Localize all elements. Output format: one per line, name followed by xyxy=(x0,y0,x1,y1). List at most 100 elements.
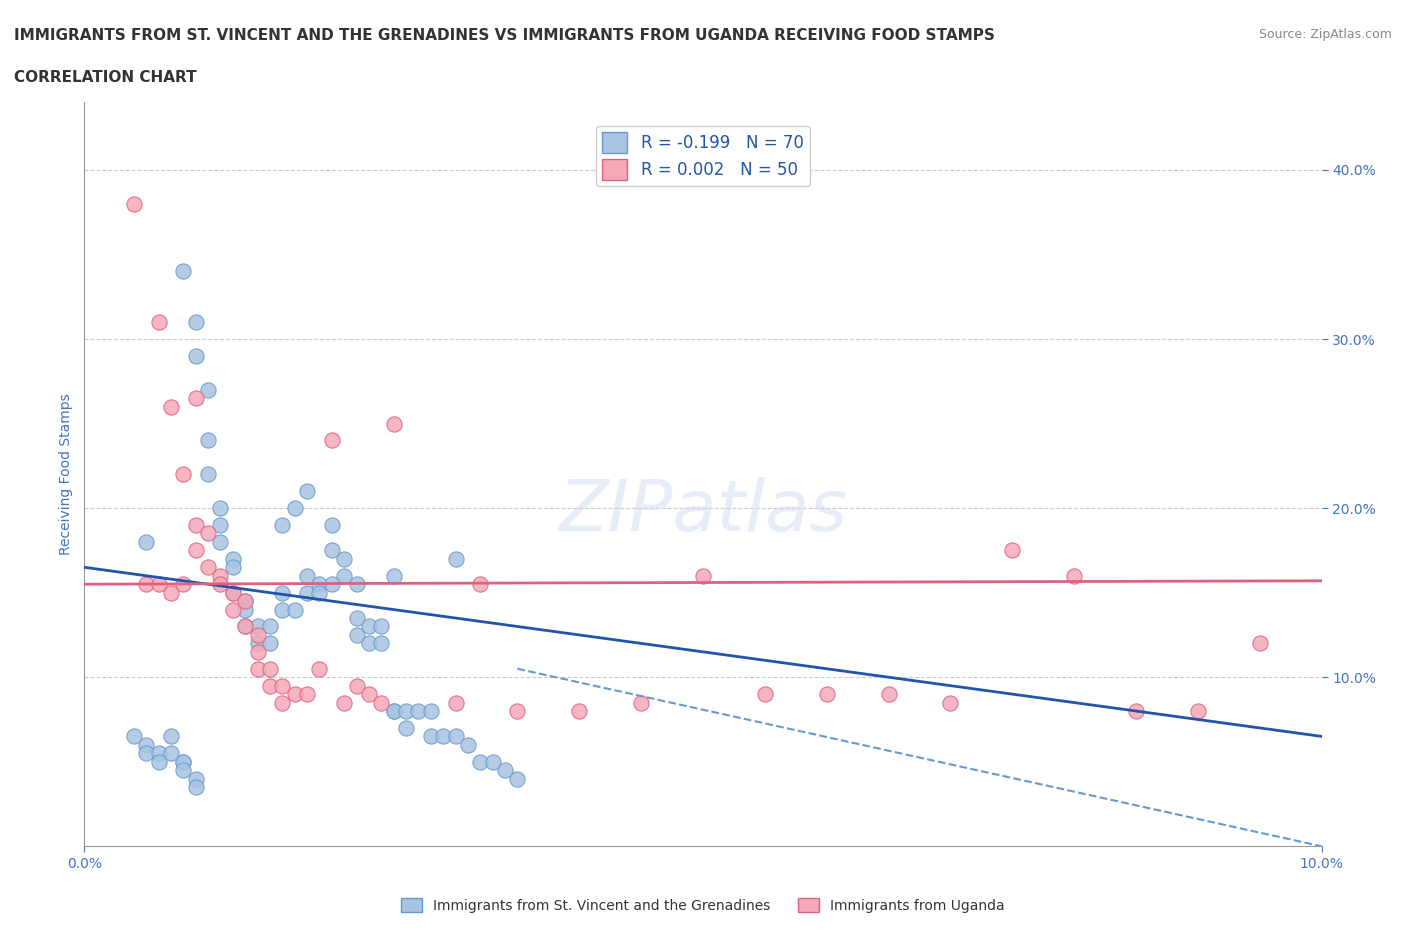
Immigrants from St. Vincent and the Grenadines xyxy=(172,754,194,769)
Immigrants from Uganda xyxy=(754,686,776,701)
Immigrants from St. Vincent and the Grenadines xyxy=(222,585,245,600)
Immigrants from St. Vincent and the Grenadines xyxy=(172,763,194,777)
Immigrants from Uganda xyxy=(135,577,157,591)
Immigrants from St. Vincent and the Grenadines xyxy=(184,314,207,329)
Immigrants from Uganda xyxy=(209,577,232,591)
Immigrants from St. Vincent and the Grenadines xyxy=(233,602,256,617)
Immigrants from St. Vincent and the Grenadines xyxy=(308,577,330,591)
Text: IMMIGRANTS FROM ST. VINCENT AND THE GRENADINES VS IMMIGRANTS FROM UGANDA RECEIVI: IMMIGRANTS FROM ST. VINCENT AND THE GREN… xyxy=(14,28,995,43)
Immigrants from St. Vincent and the Grenadines xyxy=(321,518,343,533)
Immigrants from Uganda xyxy=(209,568,232,583)
Immigrants from Uganda xyxy=(284,686,307,701)
Immigrants from St. Vincent and the Grenadines xyxy=(382,704,405,719)
Immigrants from St. Vincent and the Grenadines xyxy=(357,619,380,634)
Immigrants from Uganda xyxy=(815,686,838,701)
Immigrants from St. Vincent and the Grenadines xyxy=(395,721,418,736)
Immigrants from Uganda xyxy=(1125,704,1147,719)
Immigrants from St. Vincent and the Grenadines xyxy=(160,729,183,744)
Immigrants from St. Vincent and the Grenadines xyxy=(481,754,503,769)
Immigrants from St. Vincent and the Grenadines xyxy=(135,746,157,761)
Immigrants from St. Vincent and the Grenadines xyxy=(370,636,392,651)
Immigrants from St. Vincent and the Grenadines xyxy=(346,628,368,643)
Immigrants from St. Vincent and the Grenadines xyxy=(209,500,232,515)
Immigrants from Uganda xyxy=(271,678,294,693)
Immigrants from St. Vincent and the Grenadines xyxy=(122,729,145,744)
Immigrants from Uganda xyxy=(259,678,281,693)
Immigrants from Uganda xyxy=(1187,704,1209,719)
Immigrants from Uganda xyxy=(1249,636,1271,651)
Immigrants from St. Vincent and the Grenadines xyxy=(357,636,380,651)
Immigrants from Uganda xyxy=(357,686,380,701)
Immigrants from St. Vincent and the Grenadines xyxy=(457,737,479,752)
Immigrants from St. Vincent and the Grenadines xyxy=(172,264,194,279)
Immigrants from Uganda xyxy=(271,695,294,710)
Text: Source: ZipAtlas.com: Source: ZipAtlas.com xyxy=(1258,28,1392,41)
Immigrants from Uganda xyxy=(444,695,467,710)
Immigrants from Uganda xyxy=(259,661,281,676)
Immigrants from Uganda xyxy=(160,399,183,414)
Immigrants from St. Vincent and the Grenadines xyxy=(197,467,219,482)
Immigrants from Uganda xyxy=(382,416,405,431)
Immigrants from Uganda xyxy=(370,695,392,710)
Immigrants from St. Vincent and the Grenadines xyxy=(135,737,157,752)
Immigrants from St. Vincent and the Grenadines xyxy=(333,568,356,583)
Immigrants from St. Vincent and the Grenadines xyxy=(370,619,392,634)
Immigrants from Uganda xyxy=(295,686,318,701)
Immigrants from St. Vincent and the Grenadines xyxy=(259,636,281,651)
Immigrants from Uganda xyxy=(222,585,245,600)
Immigrants from St. Vincent and the Grenadines xyxy=(382,704,405,719)
Immigrants from St. Vincent and the Grenadines xyxy=(284,602,307,617)
Immigrants from Uganda xyxy=(506,704,529,719)
Immigrants from Uganda xyxy=(308,661,330,676)
Immigrants from St. Vincent and the Grenadines xyxy=(222,560,245,575)
Immigrants from Uganda xyxy=(184,518,207,533)
Immigrants from Uganda xyxy=(172,467,194,482)
Immigrants from Uganda xyxy=(470,577,492,591)
Immigrants from St. Vincent and the Grenadines xyxy=(135,535,157,550)
Immigrants from Uganda xyxy=(568,704,591,719)
Immigrants from St. Vincent and the Grenadines xyxy=(148,754,170,769)
Immigrants from St. Vincent and the Grenadines xyxy=(209,518,232,533)
Immigrants from St. Vincent and the Grenadines xyxy=(470,754,492,769)
Immigrants from St. Vincent and the Grenadines xyxy=(408,704,430,719)
Immigrants from Uganda xyxy=(346,678,368,693)
Immigrants from St. Vincent and the Grenadines xyxy=(494,763,516,777)
Immigrants from Uganda xyxy=(246,661,269,676)
Immigrants from Uganda xyxy=(197,560,219,575)
Immigrants from St. Vincent and the Grenadines xyxy=(295,568,318,583)
Immigrants from Uganda xyxy=(877,686,900,701)
Legend: Immigrants from St. Vincent and the Grenadines, Immigrants from Uganda: Immigrants from St. Vincent and the Gren… xyxy=(395,893,1011,919)
Immigrants from St. Vincent and the Grenadines xyxy=(284,500,307,515)
Immigrants from St. Vincent and the Grenadines xyxy=(444,551,467,566)
Immigrants from St. Vincent and the Grenadines xyxy=(271,518,294,533)
Immigrants from Uganda xyxy=(148,314,170,329)
Immigrants from St. Vincent and the Grenadines xyxy=(148,746,170,761)
Text: CORRELATION CHART: CORRELATION CHART xyxy=(14,70,197,85)
Immigrants from St. Vincent and the Grenadines xyxy=(246,619,269,634)
Immigrants from Uganda xyxy=(233,593,256,608)
Immigrants from St. Vincent and the Grenadines xyxy=(172,754,194,769)
Immigrants from St. Vincent and the Grenadines xyxy=(444,729,467,744)
Immigrants from St. Vincent and the Grenadines xyxy=(259,619,281,634)
Text: ZIPatlas: ZIPatlas xyxy=(558,477,848,546)
Immigrants from Uganda xyxy=(630,695,652,710)
Immigrants from Uganda xyxy=(1001,543,1024,558)
Immigrants from St. Vincent and the Grenadines xyxy=(333,551,356,566)
Legend: R = -0.199   N = 70, R = 0.002   N = 50: R = -0.199 N = 70, R = 0.002 N = 50 xyxy=(596,126,810,186)
Immigrants from St. Vincent and the Grenadines xyxy=(271,602,294,617)
Immigrants from Uganda xyxy=(321,433,343,448)
Immigrants from Uganda xyxy=(148,577,170,591)
Immigrants from St. Vincent and the Grenadines xyxy=(395,704,418,719)
Immigrants from St. Vincent and the Grenadines xyxy=(233,593,256,608)
Immigrants from St. Vincent and the Grenadines xyxy=(419,704,441,719)
Immigrants from St. Vincent and the Grenadines xyxy=(308,585,330,600)
Immigrants from Uganda xyxy=(333,695,356,710)
Immigrants from Uganda xyxy=(233,619,256,634)
Immigrants from St. Vincent and the Grenadines xyxy=(321,543,343,558)
Immigrants from St. Vincent and the Grenadines xyxy=(246,636,269,651)
Immigrants from St. Vincent and the Grenadines xyxy=(209,535,232,550)
Immigrants from Uganda xyxy=(1063,568,1085,583)
Immigrants from Uganda xyxy=(939,695,962,710)
Immigrants from Uganda xyxy=(172,577,194,591)
Immigrants from St. Vincent and the Grenadines xyxy=(295,484,318,498)
